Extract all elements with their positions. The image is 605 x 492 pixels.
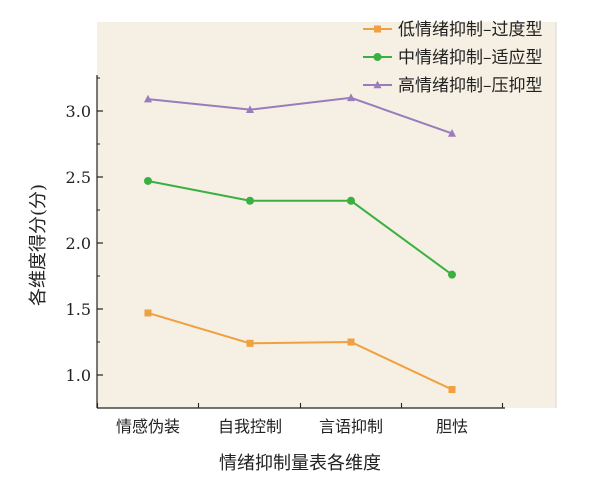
data-point [246,339,254,347]
data-point [448,270,456,279]
data-point [143,94,153,103]
series-circle [144,176,456,279]
y-tick-label: 2.0 [66,234,91,253]
data-point [347,338,355,346]
x-tick-label: 自我控制 [218,417,282,436]
legend-label: 低情绪抑制–过度型 [398,20,543,40]
y-tick-label: 1.0 [66,366,91,385]
data-point [245,105,255,113]
x-tick-label: 言语抑制 [319,417,383,436]
x-axis-title: 情绪抑制量表各维度 [219,453,381,474]
y-tick-label: 1.5 [66,300,91,319]
data-point [447,129,457,137]
y-tick-label: 2.5 [66,168,91,187]
x-tick-label: 情感伪装 [116,417,180,436]
legend-label: 高情绪抑制–压抑型 [398,76,543,96]
plot-background [97,22,556,408]
series-triangle [143,93,457,137]
data-point [347,196,355,205]
series-line [147,179,453,276]
data-point [144,176,152,185]
legend-label: 中情绪抑制–适应型 [398,48,543,68]
data-point [448,386,456,394]
series-square [144,309,456,394]
y-axis-title: 各维度得分(分) [28,184,49,306]
legend-marker [373,53,382,61]
legend-marker [374,25,381,33]
y-tick-label: 3.0 [66,102,91,121]
series-line [147,96,453,135]
x-tick-label: 胆怯 [436,417,468,436]
data-point [144,309,152,317]
legend-marker [373,80,382,89]
data-point [246,196,254,205]
series-line [147,312,453,391]
data-point [346,93,356,102]
series-group [143,93,457,394]
axes: 1.0 1.5 2.0 2.5 3.0 情感伪装 自我控制 言语抑制 胆怯 [66,22,557,436]
